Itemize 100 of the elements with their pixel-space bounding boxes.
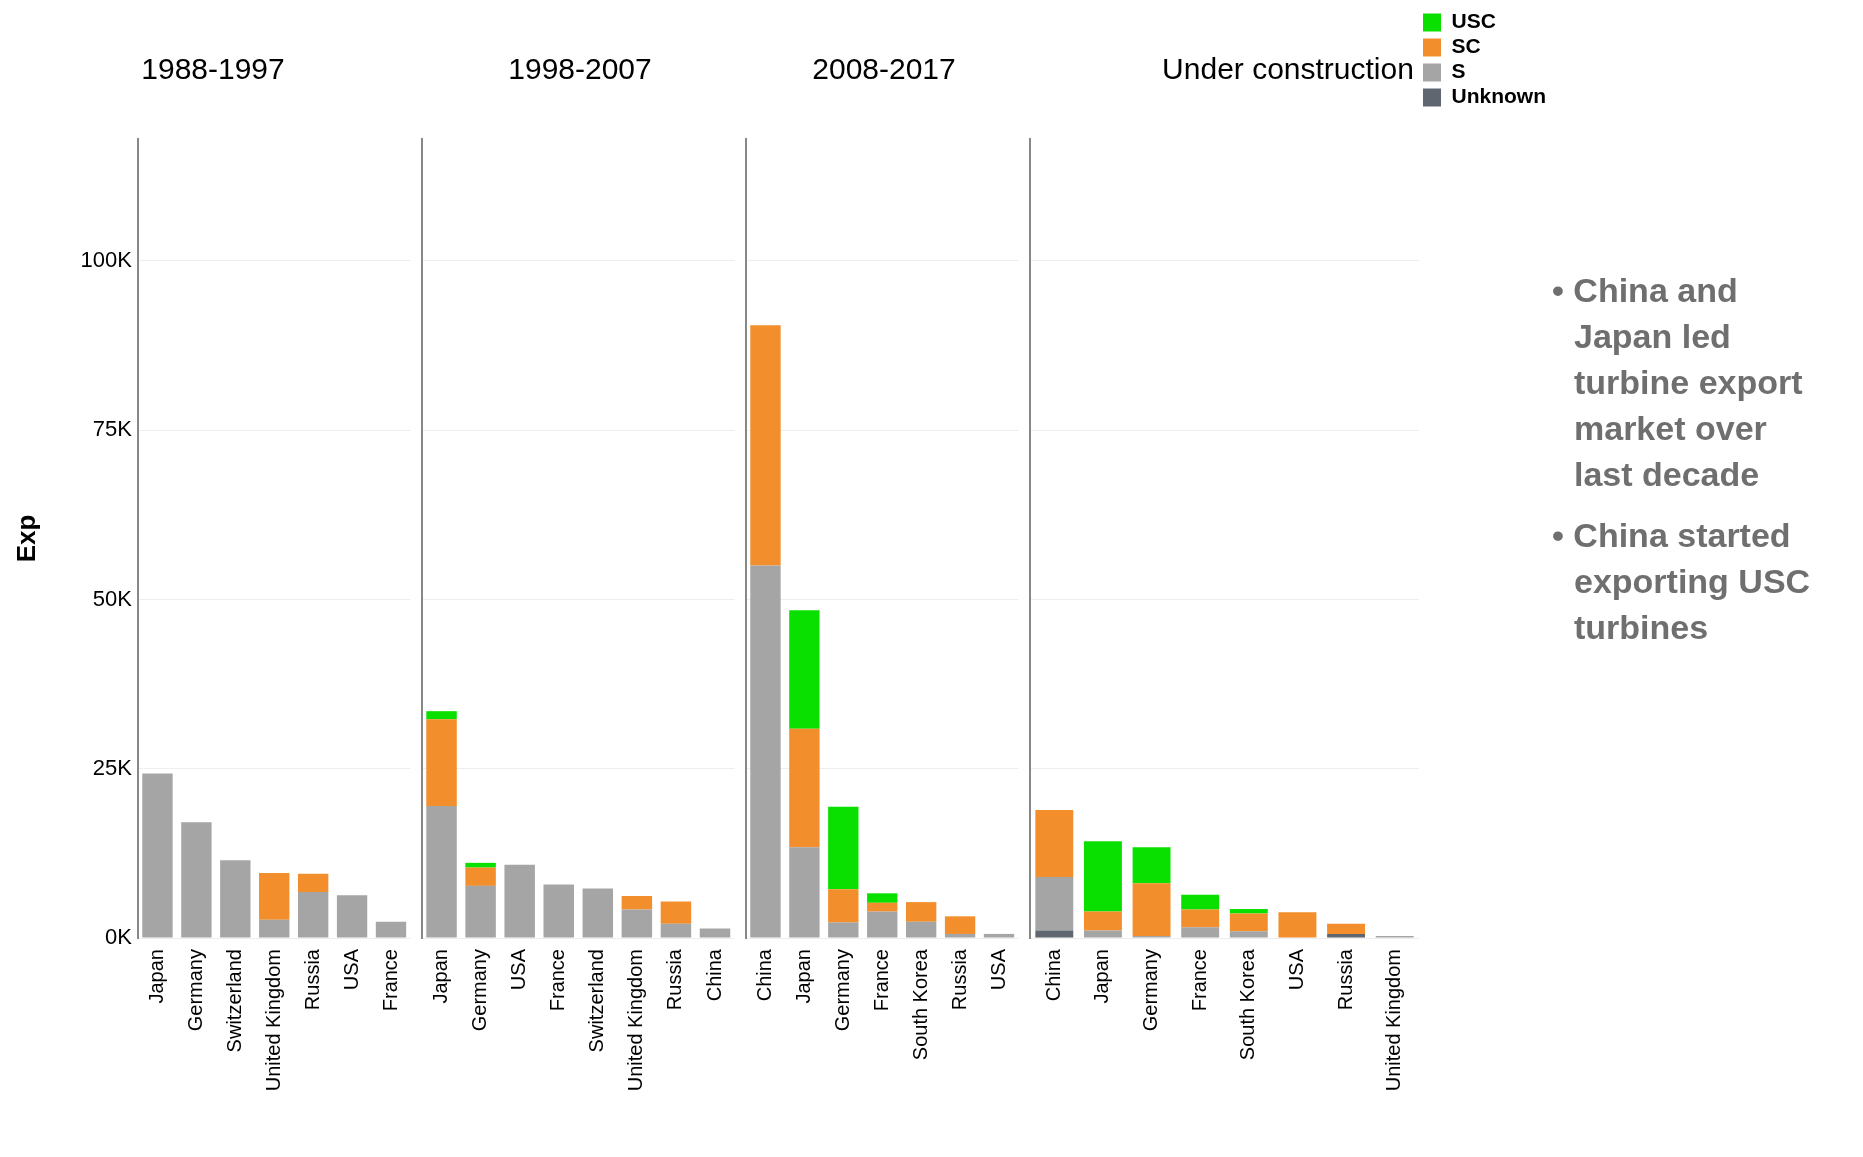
- bar: [789, 728, 820, 848]
- bar: [1229, 913, 1268, 932]
- bar: [1132, 883, 1171, 936]
- x-tick-label: Russia: [947, 948, 970, 1011]
- bar: [259, 919, 290, 938]
- chart-title: 1998-2007: [508, 52, 652, 86]
- text: • China and Japan led turbine export market over last decade: [1552, 270, 1804, 495]
- bar: [944, 916, 976, 934]
- bar: [789, 610, 820, 729]
- bar: [828, 922, 859, 938]
- bar: [426, 805, 457, 938]
- x-tick-label: Germany: [830, 949, 853, 1032]
- bar: [336, 895, 368, 938]
- x-tick-label: Russia: [663, 948, 686, 1011]
- x-tick-label: USA: [339, 948, 362, 991]
- x-tick-label: South Korea: [1236, 948, 1259, 1061]
- bar: [1181, 894, 1220, 910]
- bar: [1229, 908, 1268, 914]
- x-tick-label: Germany: [468, 949, 491, 1032]
- x-tick-label: Japan: [1090, 949, 1113, 1004]
- bar: [660, 901, 692, 924]
- bar: [1327, 933, 1366, 938]
- x-tick-label: Japan: [144, 949, 167, 1004]
- y-tick-label: 75K: [92, 416, 133, 442]
- bar: [1035, 930, 1074, 938]
- bar: [1229, 931, 1268, 938]
- legend-label: USC: [1451, 9, 1496, 33]
- bar: [1035, 810, 1074, 878]
- bar: [699, 928, 731, 938]
- bar: [867, 893, 898, 903]
- bar: [465, 885, 496, 938]
- x-tick-label: Germany: [183, 949, 206, 1032]
- bar: [1181, 927, 1220, 938]
- x-tick-label: Russia: [1333, 948, 1356, 1011]
- bar: [142, 773, 173, 938]
- bar: [621, 909, 653, 938]
- bar: [944, 933, 976, 938]
- bar: [867, 911, 898, 938]
- chart-title: 1988-1997: [141, 52, 285, 86]
- x-tick-label: United Kingdom: [624, 949, 647, 1092]
- bar: [426, 719, 457, 806]
- bar: [660, 923, 692, 938]
- x-tick-label: Japan: [429, 949, 452, 1004]
- bar: [905, 902, 937, 922]
- chart-title: Under construction: [1162, 52, 1414, 86]
- bar: [375, 921, 407, 938]
- legend-label: SC: [1451, 34, 1481, 58]
- x-tick-label: China: [1041, 948, 1064, 1002]
- x-tick-label: China: [752, 948, 775, 1002]
- bar: [465, 862, 496, 868]
- bar: [828, 806, 859, 890]
- bar: [750, 565, 781, 938]
- x-tick-label: United Kingdom: [261, 949, 284, 1092]
- x-tick-label: USA: [986, 948, 1009, 991]
- bar: [789, 847, 820, 938]
- bar: [828, 889, 859, 923]
- bar: [1327, 923, 1366, 934]
- x-tick-label: France: [1187, 949, 1210, 1012]
- x-tick-label: South Korea: [908, 948, 931, 1061]
- bar: [465, 867, 496, 886]
- bar: [426, 711, 457, 720]
- bar: [1278, 912, 1317, 938]
- y-axis-title: Exp: [10, 514, 41, 563]
- x-tick-label: China: [702, 948, 725, 1002]
- bar: [582, 888, 614, 938]
- chart-title: 2008-2017: [812, 52, 956, 86]
- legend-label: S: [1451, 59, 1466, 83]
- text: • China started exporting USC turbines: [1552, 515, 1812, 649]
- x-tick-label: France: [378, 949, 401, 1012]
- x-tick-label: Russia: [300, 948, 323, 1011]
- bar: [867, 902, 898, 912]
- bar: [1132, 847, 1171, 884]
- x-tick-label: Japan: [791, 949, 814, 1004]
- x-tick-label: USA: [507, 948, 530, 991]
- x-tick-label: France: [869, 949, 892, 1012]
- bar: [181, 822, 212, 938]
- legend-label: Unknown: [1451, 84, 1546, 108]
- bar: [750, 325, 781, 566]
- y-tick-label: 0K: [105, 924, 133, 950]
- bar: [621, 896, 653, 910]
- x-tick-label: Germany: [1139, 949, 1162, 1032]
- bar: [905, 921, 937, 938]
- bar: [297, 891, 329, 938]
- bar: [1083, 930, 1122, 938]
- y-tick-label: 100K: [80, 246, 133, 272]
- bar: [1083, 841, 1122, 912]
- x-tick-label: France: [546, 949, 569, 1012]
- x-tick-label: Switzerland: [585, 949, 608, 1053]
- bar: [1035, 877, 1074, 931]
- bar: [983, 933, 1015, 938]
- bar: [259, 873, 290, 920]
- bar: [1181, 909, 1220, 928]
- y-tick-label: 25K: [92, 754, 133, 780]
- bar: [297, 873, 329, 892]
- y-tick-label: 50K: [92, 585, 133, 611]
- x-tick-label: United Kingdom: [1382, 949, 1405, 1092]
- x-tick-label: Switzerland: [222, 949, 245, 1053]
- bar: [1083, 911, 1122, 931]
- bar: [543, 884, 574, 938]
- bar: [504, 864, 535, 938]
